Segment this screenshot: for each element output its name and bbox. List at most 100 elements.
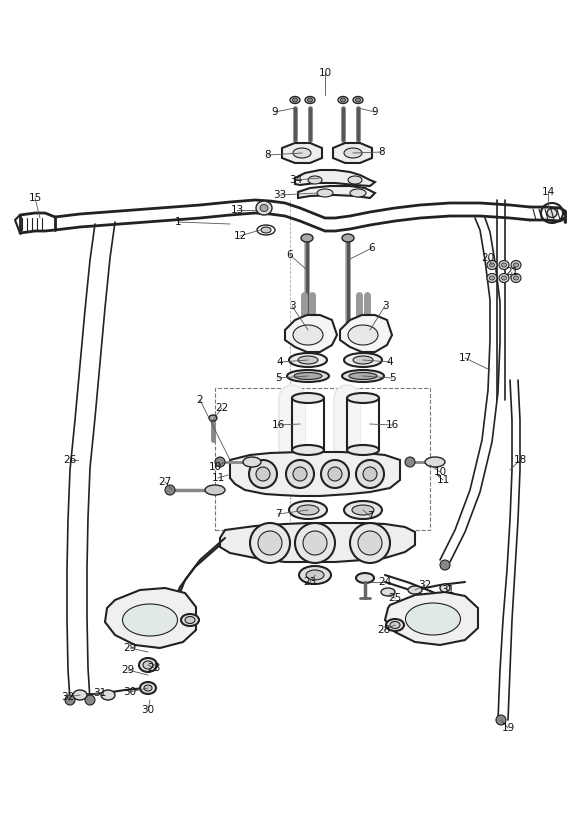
Ellipse shape [514, 276, 518, 280]
Ellipse shape [73, 690, 87, 700]
Ellipse shape [487, 260, 497, 269]
Ellipse shape [289, 353, 327, 367]
Ellipse shape [140, 682, 156, 694]
Text: 13: 13 [230, 205, 244, 215]
Ellipse shape [256, 201, 272, 215]
Text: 9: 9 [372, 107, 378, 117]
Text: 1: 1 [175, 217, 181, 227]
Ellipse shape [390, 621, 400, 629]
Ellipse shape [381, 588, 395, 596]
Text: 27: 27 [159, 477, 171, 487]
Text: 6: 6 [368, 243, 375, 253]
Ellipse shape [143, 661, 153, 669]
Ellipse shape [290, 96, 300, 104]
Polygon shape [220, 523, 415, 562]
Text: 31: 31 [441, 585, 455, 595]
Text: 32: 32 [61, 692, 75, 702]
Ellipse shape [301, 234, 313, 242]
Bar [215, 388, 430, 530]
Ellipse shape [293, 148, 311, 158]
Ellipse shape [406, 603, 461, 635]
Ellipse shape [101, 690, 115, 700]
Ellipse shape [348, 325, 378, 345]
Text: 10: 10 [318, 68, 332, 78]
Polygon shape [282, 143, 322, 163]
Text: 5: 5 [275, 373, 282, 383]
Ellipse shape [344, 353, 382, 367]
Text: 18: 18 [514, 455, 526, 465]
Ellipse shape [499, 260, 509, 269]
Ellipse shape [356, 98, 360, 102]
Text: 15: 15 [29, 193, 41, 203]
Circle shape [321, 460, 349, 488]
Ellipse shape [342, 234, 354, 242]
Ellipse shape [308, 176, 322, 184]
Ellipse shape [144, 685, 152, 691]
Text: 17: 17 [458, 353, 472, 363]
Circle shape [215, 457, 225, 467]
Text: 32: 32 [419, 580, 431, 590]
Circle shape [496, 715, 506, 725]
Text: 10: 10 [209, 462, 222, 472]
Circle shape [258, 531, 282, 555]
Text: 33: 33 [273, 190, 287, 200]
Text: 11: 11 [436, 475, 449, 485]
Ellipse shape [344, 501, 382, 519]
Text: 28: 28 [377, 625, 391, 635]
Ellipse shape [293, 98, 297, 102]
Ellipse shape [205, 485, 225, 495]
Ellipse shape [260, 204, 268, 212]
Ellipse shape [294, 372, 322, 380]
Ellipse shape [352, 505, 374, 515]
Text: 4: 4 [387, 357, 394, 367]
Ellipse shape [181, 614, 199, 626]
Ellipse shape [292, 393, 324, 403]
Text: 16: 16 [385, 420, 399, 430]
Circle shape [358, 531, 382, 555]
Ellipse shape [261, 227, 271, 233]
Circle shape [286, 460, 314, 488]
Text: 9: 9 [272, 107, 278, 117]
Ellipse shape [209, 415, 217, 421]
Ellipse shape [499, 274, 509, 283]
Ellipse shape [257, 225, 275, 235]
Polygon shape [298, 186, 375, 198]
Text: 22: 22 [215, 403, 229, 413]
Polygon shape [340, 315, 392, 352]
Ellipse shape [287, 370, 329, 382]
Ellipse shape [353, 356, 373, 364]
Ellipse shape [348, 176, 362, 184]
Circle shape [250, 523, 290, 563]
Ellipse shape [297, 505, 319, 515]
Text: 7: 7 [275, 509, 282, 519]
Ellipse shape [292, 445, 324, 455]
Text: 29: 29 [121, 665, 135, 675]
Ellipse shape [349, 372, 377, 380]
Ellipse shape [306, 570, 324, 580]
Ellipse shape [514, 263, 518, 267]
Polygon shape [385, 592, 478, 645]
Ellipse shape [139, 658, 157, 672]
Text: 3: 3 [382, 301, 388, 311]
Circle shape [295, 523, 335, 563]
Text: 28: 28 [147, 663, 161, 673]
Circle shape [303, 531, 327, 555]
Text: 30: 30 [124, 687, 136, 697]
Ellipse shape [305, 96, 315, 104]
Text: 8: 8 [379, 147, 385, 157]
Ellipse shape [347, 393, 379, 403]
Circle shape [350, 523, 390, 563]
Text: 6: 6 [287, 250, 293, 260]
Text: 25: 25 [388, 593, 402, 603]
Text: 19: 19 [501, 723, 515, 733]
Ellipse shape [490, 263, 494, 267]
Circle shape [249, 460, 277, 488]
Text: 29: 29 [124, 643, 136, 653]
Text: 20: 20 [482, 253, 494, 263]
Text: 30: 30 [142, 705, 154, 715]
Circle shape [256, 467, 270, 481]
Text: 21: 21 [505, 267, 519, 277]
Text: 4: 4 [277, 357, 283, 367]
Ellipse shape [344, 148, 362, 158]
Ellipse shape [340, 98, 346, 102]
